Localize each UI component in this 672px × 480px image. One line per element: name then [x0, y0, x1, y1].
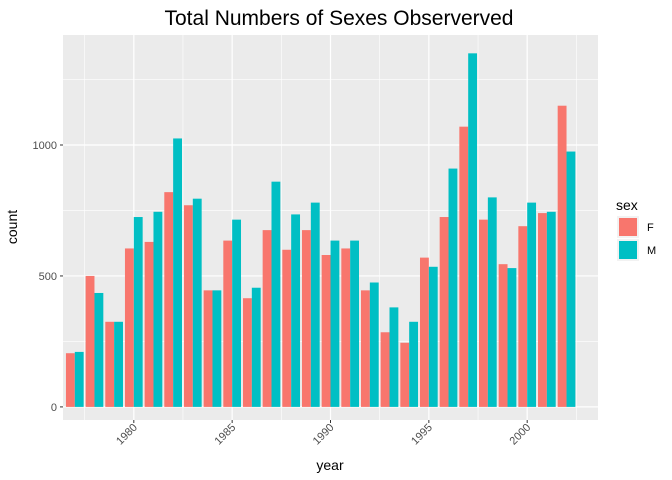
- bar-m-1979: [114, 321, 123, 407]
- x-axis-ticks: 1980 1985 1990 1995 2000: [114, 420, 533, 447]
- bar-m-1978: [94, 292, 104, 407]
- bar-m-1985: [232, 219, 242, 407]
- legend-title: sex: [616, 197, 638, 213]
- bar-m-1994: [409, 321, 419, 407]
- bar-m-1981: [153, 211, 163, 407]
- legend-label-m: M: [647, 245, 656, 257]
- bar-f-2001: [538, 213, 547, 407]
- bar-m-1977: [74, 351, 84, 407]
- bar-f-1979: [105, 321, 115, 407]
- bar-f-1985: [223, 240, 233, 407]
- bar-f-1989: [301, 230, 311, 407]
- bar-m-1986: [251, 287, 261, 407]
- bar-f-1982: [164, 192, 174, 407]
- bar-f-1999: [498, 264, 508, 407]
- bar-f-1987: [262, 230, 272, 407]
- legend-swatch-m: [619, 241, 637, 259]
- bar-m-1987: [271, 181, 281, 407]
- bar-m-1996: [448, 168, 458, 407]
- legend-swatch-f: [619, 218, 637, 236]
- bar-f-1998: [479, 219, 488, 407]
- x-axis-title: year: [316, 457, 344, 473]
- y-tick-label: 1000: [33, 140, 57, 152]
- bar-m-1984: [212, 290, 222, 407]
- bars-group: [65, 53, 576, 407]
- bar-m-1989: [310, 202, 320, 407]
- x-tick-label: 1995: [409, 422, 435, 448]
- legend: sex F M: [616, 197, 656, 261]
- bar-m-1993: [389, 307, 399, 407]
- bar-f-1977: [65, 353, 75, 407]
- bar-m-1991: [350, 240, 360, 407]
- bar-m-1997: [468, 53, 478, 407]
- x-tick-label: 2000: [508, 422, 534, 448]
- bar-f-1993: [380, 332, 390, 407]
- bar-m-1998: [487, 197, 497, 407]
- legend-label-f: F: [647, 222, 654, 234]
- bar-f-1986: [242, 298, 252, 407]
- bar-f-2000: [518, 226, 528, 407]
- bar-f-1978: [85, 275, 95, 407]
- bar-m-1999: [507, 268, 517, 407]
- bar-f-1994: [400, 342, 410, 407]
- bar-f-1991: [341, 248, 351, 407]
- y-axis-title: count: [4, 210, 20, 244]
- bar-f-1995: [419, 257, 429, 407]
- bar-f-2002: [557, 105, 567, 407]
- bar-f-1980: [124, 248, 134, 407]
- bar-m-2000: [527, 202, 537, 407]
- bar-f-1997: [459, 126, 469, 407]
- bar-m-1992: [369, 282, 379, 407]
- bar-f-1981: [144, 241, 154, 407]
- chart-title: Total Numbers of Sexes Observerved: [165, 7, 514, 30]
- bar-m-1983: [192, 198, 202, 407]
- bar-f-1983: [183, 205, 193, 407]
- bar-f-1992: [360, 290, 370, 407]
- bar-m-2002: [566, 151, 576, 407]
- y-axis-ticks: 0 500 1000: [33, 140, 63, 414]
- bar-m-1988: [291, 214, 301, 407]
- y-tick-label: 500: [39, 271, 57, 283]
- bar-m-1990: [330, 240, 340, 407]
- bar-m-1995: [428, 266, 438, 407]
- x-tick-label: 1990: [311, 422, 337, 448]
- bar-f-1984: [203, 290, 213, 407]
- bar-m-1980: [133, 217, 143, 407]
- bar-f-1990: [321, 255, 331, 407]
- bar-m-2001: [546, 211, 556, 407]
- bar-m-1982: [173, 138, 182, 407]
- y-tick-label: 0: [51, 402, 57, 414]
- bar-f-1996: [439, 217, 449, 407]
- x-tick-label: 1985: [212, 422, 238, 448]
- bar-f-1988: [282, 249, 292, 407]
- x-tick-label: 1980: [114, 422, 140, 448]
